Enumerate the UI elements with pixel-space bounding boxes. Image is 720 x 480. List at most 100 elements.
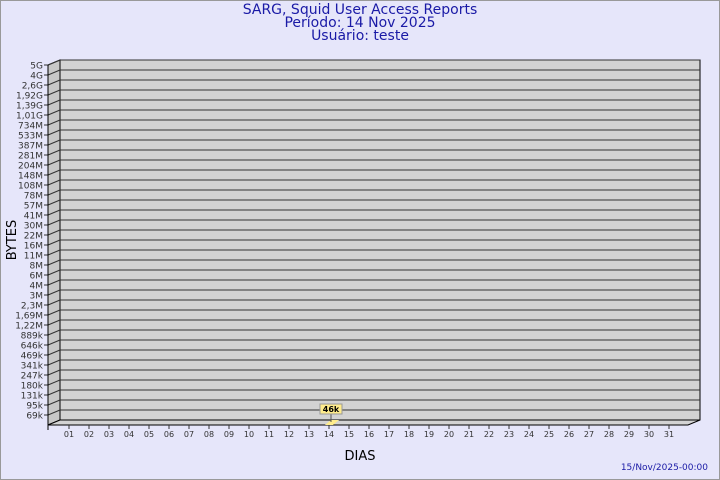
gridline-side (47, 79, 61, 86)
y-tick-label: 108M (18, 182, 43, 192)
y-tick-label: 16M (24, 242, 43, 252)
x-tick-label: 26 (564, 430, 574, 439)
plot-floor (47, 419, 701, 426)
gridline-side (47, 309, 61, 316)
gridline-side (47, 69, 61, 76)
gridline-side (47, 389, 61, 396)
x-tick-label: 05 (144, 430, 154, 439)
x-tick-label: 04 (124, 430, 134, 439)
x-tick-label: 02 (84, 430, 94, 439)
y-tick-label: 889k (21, 332, 44, 342)
x-tick-label: 18 (404, 430, 414, 439)
x-tick-label: 22 (484, 430, 494, 439)
y-tick-label: 1,01G (16, 112, 43, 122)
gridline-side (47, 249, 61, 256)
x-tick-label: 08 (204, 430, 214, 439)
x-tick-label: 21 (464, 430, 474, 439)
gridline-side (47, 209, 61, 216)
x-tick-label: 13 (304, 430, 314, 439)
y-tick-label: 131k (21, 392, 44, 402)
y-axis-title: BYTES (5, 220, 20, 261)
bar-label-box (319, 403, 343, 415)
y-tick-label: 646k (21, 342, 44, 352)
gridline-side (47, 349, 61, 356)
y-tick-label: 1,39G (16, 102, 43, 112)
gridline-side (47, 379, 61, 386)
y-tick-label: 4M (30, 282, 44, 292)
y-tick-label: 30M (24, 222, 43, 232)
y-tick-label: 4G (30, 72, 43, 82)
y-tick-label: 2,3M (21, 302, 43, 312)
x-tick-label: 07 (184, 430, 194, 439)
y-tick-label: 11M (24, 252, 43, 262)
x-tick-label: 15 (344, 430, 354, 439)
bar-label: 46k (323, 405, 340, 414)
x-tick-label: 27 (584, 430, 594, 439)
x-tick-label: 28 (604, 430, 614, 439)
chart-user: Usuário: teste (311, 28, 409, 44)
x-tick-label: 12 (284, 430, 294, 439)
x-axis-title: DIAS (345, 449, 376, 464)
y-tick-label: 69k (26, 412, 43, 422)
x-tick-label: 11 (264, 430, 274, 439)
y-tick-label: 41M (24, 212, 43, 222)
gridline-side (47, 279, 61, 286)
gridline-side (47, 149, 61, 156)
gridline-side (47, 199, 61, 206)
y-tick-label: 78M (24, 192, 43, 202)
x-tick-label: 23 (504, 430, 514, 439)
y-tick-label: 204M (18, 162, 43, 172)
x-tick-label: 01 (64, 430, 74, 439)
footer-timestamp: 15/Nov/2025-00:00 (621, 463, 708, 473)
y-tick-label: 247k (21, 372, 44, 382)
bar (325, 420, 339, 425)
x-tick-label: 03 (104, 430, 114, 439)
gridline-side (47, 119, 61, 126)
gridline-side (47, 179, 61, 186)
gridline-side (47, 109, 61, 116)
y-tick-label: 341k (21, 362, 44, 372)
y-tick-label: 281M (18, 152, 43, 162)
y-tick-label: 8M (30, 262, 44, 272)
gridline-side (47, 189, 61, 196)
gridline-side (47, 259, 61, 266)
x-tick-label: 10 (244, 430, 254, 439)
gridline-side (47, 319, 61, 326)
gridline-side (47, 59, 61, 66)
x-tick-label: 29 (624, 430, 634, 439)
gridline-side (47, 129, 61, 136)
chart-title: SARG, Squid User Access Reports (242, 2, 478, 18)
y-tick-label: 2,6G (22, 82, 43, 92)
y-tick-label: 734M (18, 122, 43, 132)
gridline-side (47, 239, 61, 246)
x-tick-label: 09 (224, 430, 234, 439)
y-tick-label: 469k (21, 352, 44, 362)
gridline-side (47, 159, 61, 166)
gridline-side (47, 229, 61, 236)
gridline-side (47, 99, 61, 106)
y-tick-label: 387M (18, 142, 43, 152)
gridline-side (47, 169, 61, 176)
x-tick-label: 06 (164, 430, 174, 439)
y-tick-label: 3M (30, 292, 44, 302)
gridline-side (47, 399, 61, 406)
gridline-side (47, 369, 61, 376)
y-tick-label: 533M (18, 132, 43, 142)
gridline-side (47, 299, 61, 306)
x-tick-label: 20 (444, 430, 454, 439)
gridline-side (47, 219, 61, 226)
gridline-side (47, 329, 61, 336)
gridline-side (47, 139, 61, 146)
y-tick-label: 5G (30, 62, 43, 72)
x-tick-label: 25 (544, 430, 554, 439)
gridline-side (47, 409, 61, 416)
y-tick-label: 1,92G (16, 92, 43, 102)
y-tick-label: 6M (30, 272, 44, 282)
x-tick-label: 24 (524, 430, 534, 439)
gridline-side (47, 289, 61, 296)
gridline-side (47, 359, 61, 366)
x-tick-label: 30 (644, 430, 654, 439)
gridline-side (47, 339, 61, 346)
chart-period: Período: 14 Nov 2025 (284, 15, 436, 31)
